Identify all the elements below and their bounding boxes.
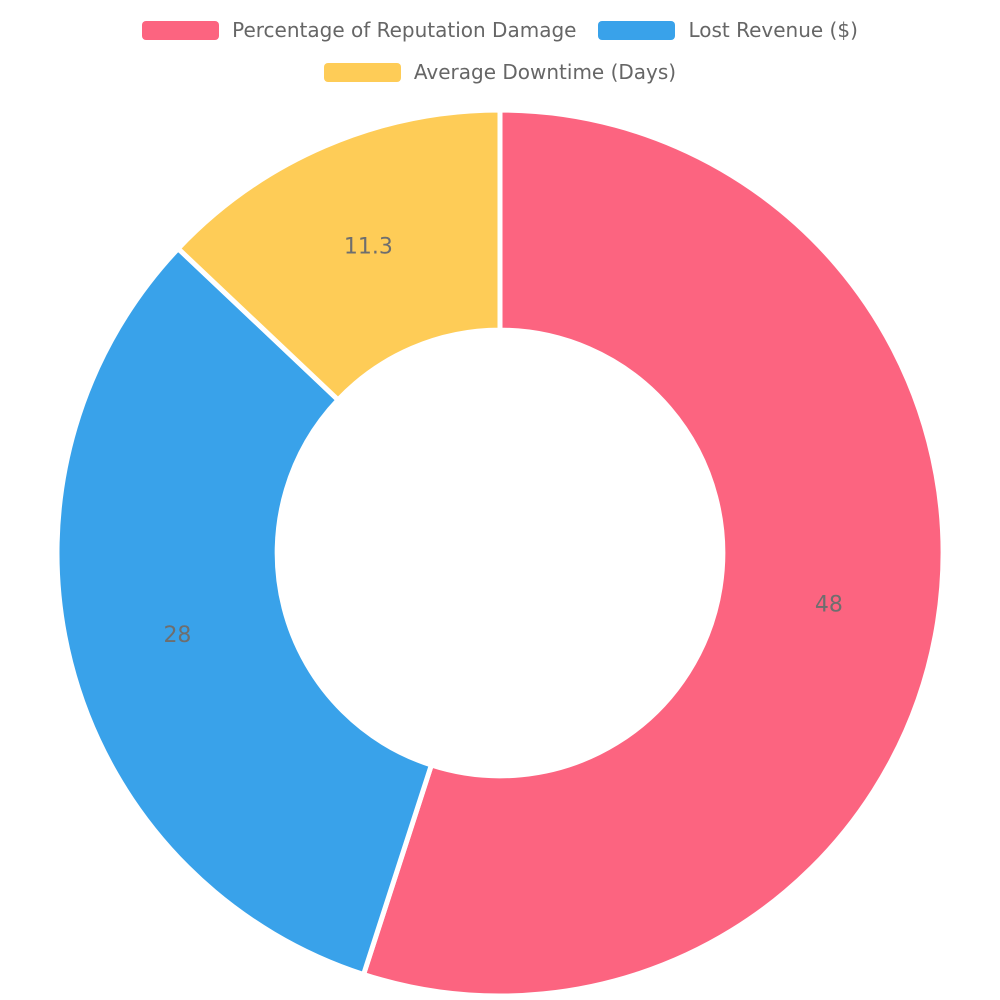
legend-swatch-percentage-of-reputation-damage: [142, 20, 220, 40]
slice-average-downtime-days[interactable]: [175, 107, 503, 403]
slice-value-label: 11.3: [344, 235, 393, 260]
legend-swatch-lost-revenue: [598, 20, 676, 40]
slice-value-label: 28: [163, 623, 191, 648]
slice-value-label: 48: [815, 592, 843, 617]
legend-item-average-downtime-days[interactable]: Average Downtime (Days): [323, 60, 677, 84]
legend-label: Average Downtime (Days): [413, 60, 677, 84]
legend-item-percentage-of-reputation-damage[interactable]: Percentage of Reputation Damage: [142, 18, 576, 42]
legend-item-lost-revenue[interactable]: Lost Revenue ($): [598, 18, 858, 42]
chart-legend: Percentage of Reputation Damage Lost Reve…: [50, 18, 950, 84]
legend-label: Lost Revenue ($): [688, 18, 858, 42]
legend-swatch-average-downtime-days: [323, 62, 401, 82]
legend-label: Percentage of Reputation Damage: [232, 18, 577, 42]
slice-lost-revenue[interactable]: [54, 246, 434, 977]
slice-percentage-of-reputation-damage[interactable]: [361, 107, 946, 999]
